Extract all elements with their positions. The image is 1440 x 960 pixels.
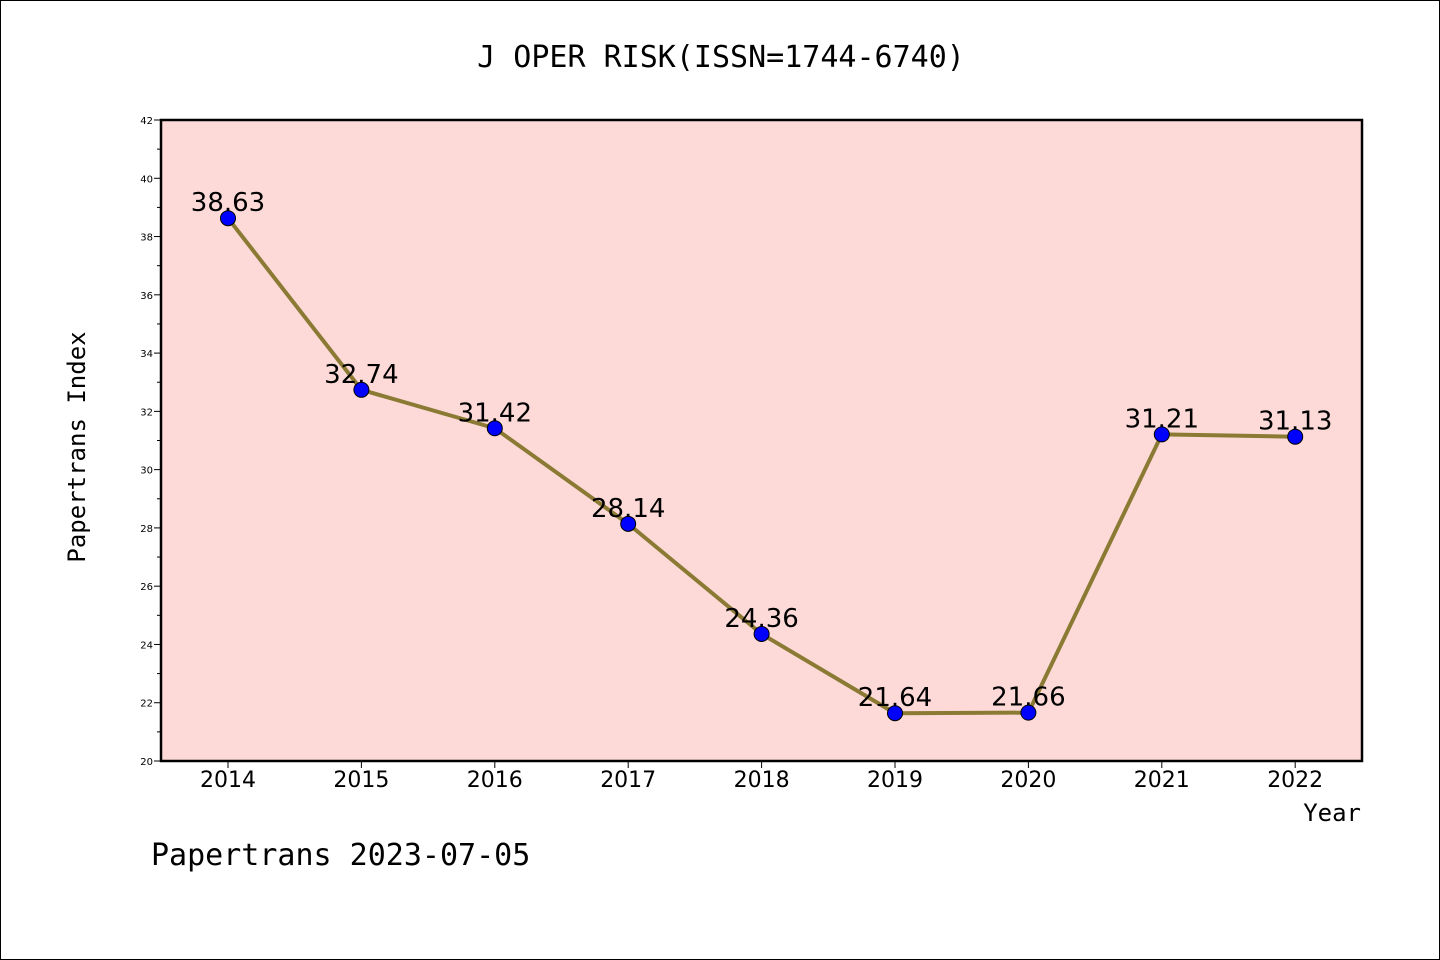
y-tick-label: 36 [140, 291, 153, 302]
data-point-marker [620, 515, 637, 532]
data-point-marker [753, 625, 770, 642]
y-tick-label: 24 [140, 640, 153, 651]
x-tick-label: 2018 [734, 768, 790, 793]
plot-frame [159, 118, 1364, 763]
y-tick-label: 28 [140, 524, 153, 535]
y-tick-label: 30 [140, 466, 153, 477]
x-tick-label: 2019 [867, 768, 923, 793]
plot-area [161, 120, 1362, 761]
chart-title: J OPER RISK(ISSN=1744-6740) [477, 40, 965, 75]
y-tick-label: 42 [140, 116, 153, 127]
y-tick-label: 26 [140, 582, 153, 593]
data-point-marker [1287, 428, 1304, 445]
data-label-layer: 38.63 32.74 31.42 28.14 24.36 21.64 21.66 31.21… [191, 188, 1333, 713]
data-value-label: 21.64 [858, 683, 932, 713]
x-tick-label: 2020 [1000, 768, 1056, 793]
x-tick-label: 2021 [1134, 768, 1190, 793]
y-tick-label: 22 [140, 699, 153, 710]
x-tick-label: 2017 [600, 768, 656, 793]
y-tick-label: 32 [140, 407, 153, 418]
data-value-label: 28.14 [591, 494, 665, 524]
y-tick-label: 20 [140, 757, 153, 768]
y-tick-label: 34 [140, 349, 153, 360]
x-tick-label: 2016 [467, 768, 523, 793]
x-axis-label: Year [1303, 799, 1361, 827]
data-point-marker [486, 420, 503, 437]
x-axis-ticks: 2014 2015 2016 2017 2018 2019 2020 2021 2022 [200, 761, 1323, 793]
data-point-marker [220, 210, 236, 227]
data-point-marker [1153, 426, 1170, 443]
y-tick-label: 40 [140, 174, 153, 185]
data-point-marker [887, 705, 903, 722]
footer-watermark: Papertrans 2023-07-05 [151, 838, 530, 873]
data-value-label: 38.63 [191, 188, 265, 218]
y-axis-label: Papertrans Index [63, 331, 91, 562]
data-point-marker [1020, 704, 1037, 721]
x-tick-label: 2015 [333, 768, 389, 793]
x-tick-label: 2014 [200, 768, 256, 793]
data-value-label: 32.74 [324, 360, 398, 390]
series-marker-layer [220, 210, 1304, 722]
data-value-label: 21.66 [991, 683, 1065, 713]
data-value-label: 31.42 [458, 398, 532, 428]
y-axis-ticks: 20 22 24 26 28 30 32 34 36 38 40 42 [140, 116, 161, 768]
data-value-label: 31.21 [1125, 404, 1199, 434]
data-value-label: 24.36 [724, 604, 798, 634]
x-tick-label: 2022 [1267, 768, 1323, 793]
y-tick-label: 38 [140, 233, 153, 244]
data-value-label: 31.13 [1258, 407, 1332, 437]
data-point-marker [353, 381, 370, 398]
